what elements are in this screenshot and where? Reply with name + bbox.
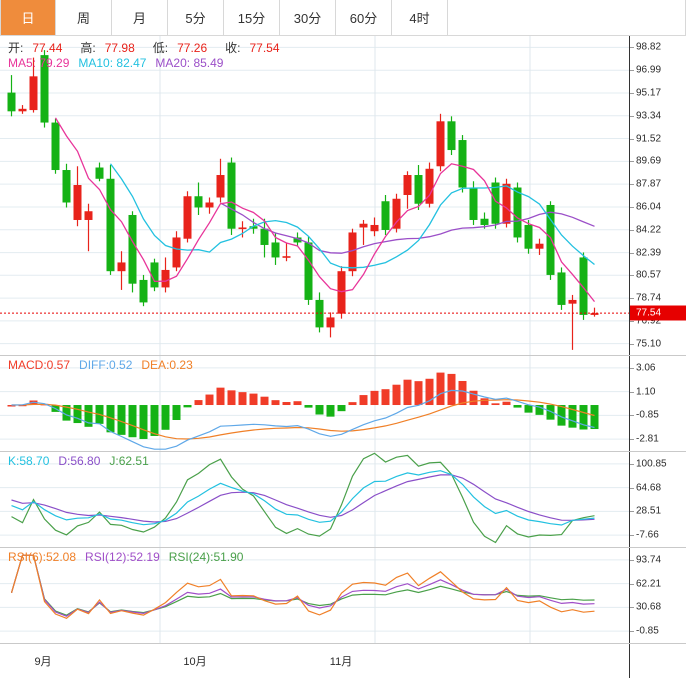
tab-4[interactable]: 15分	[224, 0, 280, 35]
axis-label: 1.10	[636, 386, 656, 398]
axis-label: 30.68	[636, 601, 662, 613]
kdj-plot[interactable]	[0, 452, 630, 547]
axis-tick	[630, 463, 634, 465]
tab-0[interactable]: 日	[0, 0, 56, 35]
kdj-axis: 100.85 64.68 28.51 -7.66	[630, 452, 686, 547]
rsi-panel: 93.74 62.21 30.68 -0.85 RSI(6):52.08 RSI(12)…	[0, 548, 686, 644]
axis-tick	[630, 298, 634, 300]
axis-tick	[630, 607, 634, 609]
tab-6[interactable]: 60分	[336, 0, 392, 35]
axis-label: -2.81	[636, 433, 659, 445]
x-axis-labels: 9月 10月 11月	[0, 644, 630, 678]
tab-1[interactable]: 周	[56, 0, 112, 35]
axis-label: -0.85	[636, 409, 659, 421]
axis-label: 75.10	[636, 338, 662, 350]
axis-label: 86.04	[636, 201, 662, 213]
axis-tick	[630, 343, 634, 345]
x-axis-tick-label: 10月	[183, 656, 207, 668]
axis-tick	[630, 415, 634, 417]
macd-plot[interactable]	[0, 356, 630, 451]
axis-tick	[630, 252, 634, 254]
axis-label: 64.68	[636, 482, 662, 494]
axis-tick	[630, 391, 634, 393]
axis-tick	[630, 184, 634, 186]
macd-axis: 3.06 1.10 -0.85 -2.81	[630, 356, 686, 451]
axis-tick	[630, 138, 634, 140]
axis-label: -0.85	[636, 625, 659, 637]
axis-label: 62.21	[636, 578, 662, 590]
price-axis: 98.82 96.99 95.17 93.34 91.52 89.69 87.87 86.04…	[630, 36, 686, 355]
axis-label: 80.57	[636, 269, 662, 281]
axis-label: 91.52	[636, 133, 662, 145]
axis-label: 82.39	[636, 247, 662, 259]
rsi-svg	[0, 548, 629, 643]
axis-tick	[630, 367, 634, 369]
axis-tick	[630, 206, 634, 208]
axis-label: 84.22	[636, 224, 662, 236]
axis-tick	[630, 559, 634, 561]
axis-tick	[630, 320, 634, 322]
axis-tick	[630, 70, 634, 72]
tab-2[interactable]: 月	[112, 0, 168, 35]
axis-label: 96.99	[636, 64, 662, 76]
axis-tick	[630, 115, 634, 117]
rsi-plot[interactable]	[0, 548, 630, 643]
axis-label: -7.66	[636, 529, 659, 541]
tab-7[interactable]: 4时	[392, 0, 448, 35]
axis-tick	[630, 161, 634, 163]
axis-label: 76.92	[636, 315, 662, 327]
axis-label: 98.82	[636, 41, 662, 53]
rsi-axis: 93.74 62.21 30.68 -0.85	[630, 548, 686, 643]
price-panel: 98.82 96.99 95.17 93.34 91.52 89.69 87.87 86.04…	[0, 36, 686, 356]
tab-3[interactable]: 5分	[168, 0, 224, 35]
axis-label: 87.87	[636, 178, 662, 190]
axis-label: 3.06	[636, 362, 656, 374]
axis-tick	[630, 583, 634, 585]
axis-tick	[630, 92, 634, 94]
axis-label: 28.51	[636, 505, 662, 517]
axis-label: 95.17	[636, 87, 662, 99]
axis-label: 100.85	[636, 458, 667, 470]
axis-tick	[630, 487, 634, 489]
price-plot[interactable]	[0, 36, 630, 355]
kdj-svg	[0, 452, 629, 547]
x-axis-tick-label: 11月	[329, 656, 353, 668]
axis-tick	[630, 511, 634, 513]
axis-label: 89.69	[636, 155, 662, 167]
tab-5[interactable]: 30分	[280, 0, 336, 35]
axis-tick	[630, 631, 634, 633]
tabbar-filler	[448, 0, 686, 35]
axis-label: 93.74	[636, 554, 662, 566]
price-candles-svg	[0, 36, 629, 355]
axis-label: 93.34	[636, 110, 662, 122]
x-axis-tick-label: 9月	[34, 656, 52, 668]
axis-tick	[630, 535, 634, 537]
axis-tick	[630, 47, 634, 49]
axis-label: 78.74	[636, 292, 662, 304]
axis-tick	[630, 439, 634, 441]
period-tabbar: 日周月 5分 15分 30分 60分 4时	[0, 0, 686, 36]
kdj-panel: 100.85 64.68 28.51 -7.66 K:58.70 D:56.80 J:62…	[0, 452, 686, 548]
macd-panel: 3.06 1.10 -0.85 -2.81 MACD:0.57 DIFF:0.52 DEA…	[0, 356, 686, 452]
x-axis: 9月 10月 11月	[0, 644, 686, 678]
last-price-badge: 77.54	[630, 305, 686, 321]
axis-tick	[630, 275, 634, 277]
axis-tick	[630, 229, 634, 231]
macd-svg	[0, 356, 629, 451]
